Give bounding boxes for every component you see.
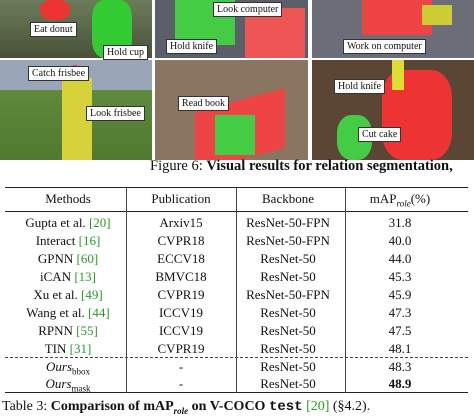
header-sub: role — [397, 199, 411, 209]
backbone-cell: ResNet-50 — [260, 341, 316, 356]
method-cell: Gupta et al. [20] — [25, 215, 110, 231]
publication-cell: CVPR19 — [157, 341, 205, 356]
photo-label: Look computer — [213, 2, 283, 17]
photo — [0, 0, 152, 58]
method-cell: Xu et al. [49] — [33, 287, 102, 303]
column-rule — [345, 187, 346, 393]
publication-cell: CVPR19 — [157, 287, 205, 302]
column-header: Methods — [45, 191, 91, 206]
citation: [31] — [69, 341, 92, 356]
publication-cell: ICCV19 — [158, 323, 204, 338]
publication-cell: ICCV19 — [158, 305, 204, 320]
publication-cell: BMVC18 — [155, 269, 207, 284]
backbone-cell: ResNet-50 — [260, 376, 316, 391]
photo-label: Look frisbee — [86, 106, 145, 121]
citation: [20] — [88, 215, 111, 230]
photo-label: Work on computer — [343, 39, 426, 54]
method-name: iCAN — [40, 269, 72, 284]
method-name: GPNN — [37, 251, 74, 266]
column-header: mAProle(%) — [370, 191, 430, 212]
citation: [16] — [78, 233, 101, 248]
column-header: Publication — [151, 191, 211, 206]
photo-label: Catch frisbee — [28, 66, 90, 81]
photo-label: Hold knife — [166, 39, 218, 54]
column-rule — [236, 187, 237, 393]
backbone-cell: ResNet-50 — [260, 359, 316, 374]
publication-cell: - — [178, 359, 184, 374]
map-cell: 45.9 — [388, 287, 412, 302]
map-cell: 48.3 — [388, 359, 412, 374]
map-cell: 48.1 — [388, 341, 412, 356]
backbone-cell: ResNet-50 — [260, 323, 316, 338]
figure-caption: Figure 6: Visual results for relation se… — [150, 158, 453, 175]
map-cell: 44.0 — [388, 251, 412, 266]
method-name: Ours — [45, 359, 73, 374]
backbone-cell: ResNet-50-FPN — [246, 287, 330, 302]
method-name: Ours — [45, 376, 72, 391]
method-sub: bbox — [72, 366, 91, 377]
map-cell: 40.0 — [388, 233, 412, 248]
publication-cell: Arxiv15 — [159, 215, 203, 230]
method-name: Wang et al. — [26, 305, 85, 320]
column-rule — [126, 187, 127, 393]
method-cell: Oursbbox — [46, 359, 90, 380]
caption-sub: role — [173, 405, 189, 416]
citation: [44] — [88, 305, 110, 320]
caption-label: Table 3: — [2, 399, 48, 414]
citation: [60] — [76, 251, 99, 266]
publication-cell: - — [178, 376, 184, 391]
map-cell: 48.9 — [388, 376, 412, 391]
backbone-cell: ResNet-50 — [260, 269, 316, 284]
map-cell: 31.8 — [388, 215, 412, 230]
backbone-cell: ResNet-50 — [260, 251, 316, 266]
map-cell: 47.3 — [388, 305, 412, 320]
table-caption: Table 3: Comparison of mAProle on V-COCO… — [2, 399, 370, 416]
method-name: TIN — [44, 341, 67, 356]
header-sub-text: role — [396, 198, 411, 209]
citation: [13] — [74, 269, 96, 284]
publication-cell: ECCV18 — [157, 251, 205, 266]
map-cell: 47.5 — [388, 323, 412, 338]
caption-text: Comparison of mAP — [50, 399, 174, 414]
photo-label: Hold cup — [103, 45, 148, 60]
photo-label: Read book — [178, 96, 230, 111]
method-cell: RPNN [55] — [38, 323, 98, 339]
caption-label: Figure 6: — [150, 158, 203, 174]
publication-cell: CVPR18 — [157, 233, 205, 248]
photo — [312, 60, 474, 160]
header-text: mAP — [369, 191, 397, 206]
caption-code: test — [268, 399, 303, 415]
caption-text: on V-COCO — [191, 399, 266, 414]
method-cell: Interact [16] — [36, 233, 101, 249]
method-cell: Oursmask — [45, 376, 90, 397]
column-header: Backbone — [262, 191, 314, 206]
backbone-cell: ResNet-50-FPN — [246, 215, 330, 230]
method-sub: mask — [71, 383, 91, 394]
method-cell: iCAN [13] — [40, 269, 96, 285]
map-cell: 45.3 — [388, 269, 412, 284]
method-cell: Wang et al. [44] — [26, 305, 109, 321]
method-name: RPNN — [38, 323, 73, 338]
backbone-cell: ResNet-50 — [260, 305, 316, 320]
photo-label: Eat donut — [30, 22, 77, 37]
method-name: Xu et al. — [33, 287, 78, 302]
photo-label: Hold knife — [334, 79, 386, 94]
method-name: Interact — [35, 233, 76, 248]
citation: [49] — [80, 287, 103, 302]
table: Methods Publication Backbone mAProle(%) Gupt… — [5, 187, 468, 394]
method-name: Gupta et al. — [25, 215, 86, 230]
method-cell: TIN [31] — [45, 341, 92, 357]
caption-ref: (§4.2). — [332, 399, 371, 414]
header-text: (%) — [410, 191, 431, 206]
photo — [312, 0, 474, 58]
method-cell: GPNN [60] — [38, 251, 98, 267]
citation: [55] — [76, 323, 98, 338]
citation: [20] — [306, 399, 330, 414]
caption-text: Visual results for relation segmentation… — [206, 158, 453, 174]
photo-label: Cut cake — [358, 127, 402, 142]
backbone-cell: ResNet-50-FPN — [246, 233, 330, 248]
